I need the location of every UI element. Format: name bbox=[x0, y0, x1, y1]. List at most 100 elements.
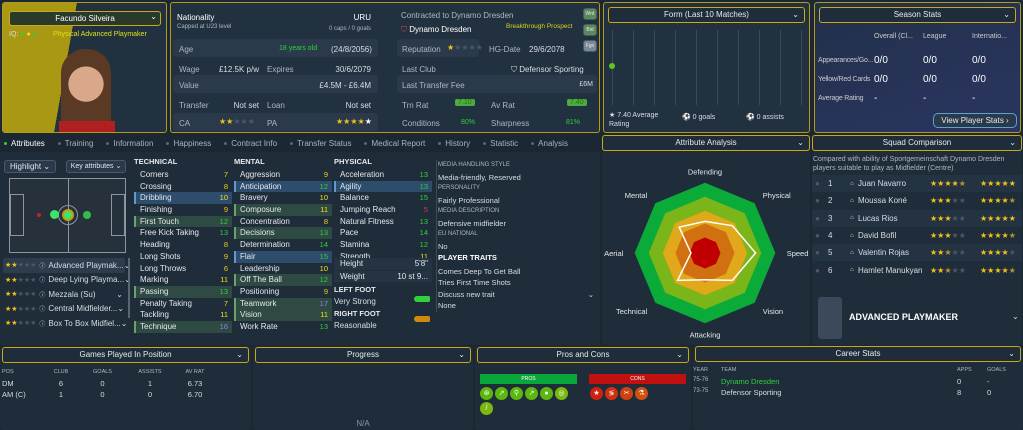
progress-header[interactable]: Progress ⌄ bbox=[255, 347, 471, 363]
tab-contract-info[interactable]: Contract Info bbox=[224, 137, 277, 151]
career-col-header[interactable]: TEAM bbox=[721, 367, 737, 373]
info-icon[interactable]: ⓘ bbox=[39, 307, 46, 314]
tab-history[interactable]: History bbox=[438, 137, 470, 151]
con-icon[interactable]: ✂ bbox=[620, 387, 633, 400]
radio-icon[interactable]: ● bbox=[815, 231, 820, 241]
career-col-header[interactable]: YEAR bbox=[693, 367, 708, 373]
career-row[interactable]: 75-76 Dynamo Dresden 0 - bbox=[693, 377, 1021, 388]
attribute-row[interactable]: Vision 11 bbox=[234, 309, 332, 321]
attribute-row[interactable]: Leadership 10 bbox=[234, 263, 332, 275]
squad-player-row[interactable]: ● 3 ⌂ Lucas Rios ★★★★★ ★★★★★ bbox=[812, 209, 1022, 227]
con-icon[interactable]: ≶ bbox=[605, 387, 618, 400]
pro-icon[interactable]: ⊛ bbox=[480, 387, 493, 400]
games-col-header[interactable]: CLUB bbox=[53, 369, 69, 375]
radio-icon[interactable]: ● bbox=[815, 213, 820, 223]
attribute-row[interactable]: Dribbling 10 bbox=[134, 192, 232, 205]
chevron-down-icon[interactable]: ⌄ bbox=[123, 260, 131, 270]
attribute-row[interactable]: Determination 14 bbox=[234, 239, 332, 251]
attribute-row[interactable]: Passing 13 bbox=[134, 285, 232, 298]
attribute-row[interactable]: Heading 8 bbox=[134, 239, 232, 251]
attribute-row[interactable]: Marking 11 bbox=[134, 274, 232, 286]
games-col-header[interactable]: GOALS bbox=[93, 369, 112, 375]
attribute-row[interactable]: Acceleration 13 bbox=[334, 169, 432, 181]
con-icon[interactable]: ★ bbox=[590, 387, 603, 400]
attribute-row[interactable]: Positioning 9 bbox=[234, 286, 332, 298]
chevron-down-icon[interactable]: ⌄ bbox=[1012, 312, 1019, 321]
tab-information[interactable]: Information bbox=[106, 137, 153, 151]
tab-transfer-status[interactable]: Transfer Status bbox=[290, 137, 351, 151]
form-header[interactable]: Form (Last 10 Matches) ⌄ bbox=[608, 7, 805, 23]
attribute-row[interactable]: Anticipation 12 bbox=[234, 180, 332, 193]
info-icon[interactable]: ⓘ bbox=[39, 292, 46, 299]
attribute-row[interactable]: Free Kick Taking 13 bbox=[134, 227, 232, 239]
role-item[interactable]: ★★★★★ ⓘ Advanced Playmak... ⌄ bbox=[3, 258, 130, 273]
career-row[interactable]: 73-75 Defensor Sporting 8 0 bbox=[693, 388, 1021, 399]
attribute-row[interactable]: Bravery 10 bbox=[234, 192, 332, 204]
attribute-row[interactable]: Long Throws 6 bbox=[134, 263, 232, 275]
foreign-button[interactable]: Fgn bbox=[583, 40, 597, 52]
radio-icon[interactable]: ● bbox=[815, 196, 820, 206]
tab-attributes[interactable]: Attributes bbox=[4, 137, 45, 151]
attribute-row[interactable]: Penalty Taking 7 bbox=[134, 298, 232, 310]
tab-medical-report[interactable]: Medical Report bbox=[364, 137, 425, 151]
attribute-row[interactable]: Teamwork 17 bbox=[234, 297, 332, 310]
radio-icon[interactable]: ● bbox=[815, 265, 820, 275]
squad-player-row[interactable]: ● 2 ⌂ Moussa Koné ★★★★★ ★★★★★ bbox=[812, 192, 1022, 210]
attribute-row[interactable]: Strength 11 bbox=[334, 251, 432, 263]
attribute-row[interactable]: Crossing 8 bbox=[134, 181, 232, 193]
tab-analysis[interactable]: Analysis bbox=[531, 137, 568, 151]
role-item[interactable]: ★★★★★ ⓘ Central Midfielder... ⌄ bbox=[3, 302, 125, 317]
nationality[interactable]: URU bbox=[353, 13, 371, 22]
attribute-row[interactable]: Off The Ball 12 bbox=[234, 274, 332, 286]
attribute-row[interactable]: Long Shots 9 bbox=[134, 251, 232, 263]
career-col-header[interactable]: GOALS bbox=[987, 367, 1006, 373]
squad-player-row[interactable]: ● 5 ⌂ Valentin Rojas ★★★★★ ★★★★★ bbox=[812, 244, 1022, 262]
pro-icon[interactable]: ↗ bbox=[495, 387, 508, 400]
bid-button[interactable]: Bid bbox=[583, 24, 597, 36]
key-attributes-dropdown[interactable]: Key attributes ⌄ bbox=[66, 160, 126, 173]
tab-happiness[interactable]: Happiness bbox=[166, 137, 211, 151]
radio-icon[interactable]: ● bbox=[815, 248, 820, 258]
club[interactable]: ⛉ Dynamo Dresden bbox=[401, 25, 471, 35]
games-col-header[interactable]: POS bbox=[2, 369, 14, 375]
career-header[interactable]: Career Stats ⌄ bbox=[695, 346, 1021, 362]
info-icon[interactable]: ⓘ bbox=[39, 263, 46, 270]
tab-statistic[interactable]: Statistic bbox=[483, 137, 518, 151]
career-col-header[interactable]: APPS bbox=[957, 367, 972, 373]
radio-icon[interactable]: ● bbox=[815, 179, 820, 189]
tab-training[interactable]: Training bbox=[57, 137, 93, 151]
attribute-row[interactable]: Balance 15 bbox=[334, 192, 432, 204]
chevron-down-icon[interactable]: ⌄ bbox=[116, 289, 123, 299]
games-col-header[interactable]: AV RAT bbox=[185, 369, 205, 375]
squad-player-row[interactable]: ● 4 ⌂ David Bofil ★★★★★ ★★★★★ bbox=[812, 226, 1022, 245]
view-player-stats-button[interactable]: View Player Stats › bbox=[933, 113, 1017, 128]
role-list-scrollbar[interactable] bbox=[128, 258, 130, 318]
games-col-header[interactable]: ASSISTS bbox=[138, 369, 162, 375]
player-name-select[interactable]: Facundo Silveira ⌄ bbox=[9, 11, 161, 26]
want-button[interactable]: Wnt bbox=[583, 8, 597, 20]
attribute-row[interactable]: Finishing 9 bbox=[134, 204, 232, 216]
pros-cons-header[interactable]: Pros and Cons ⌄ bbox=[477, 347, 689, 363]
attribute-row[interactable]: Work Rate 13 bbox=[234, 321, 332, 333]
attribute-row[interactable]: Agility 13 bbox=[334, 180, 432, 193]
discuss-trait-dropdown[interactable]: Discuss new trait ⌄ bbox=[438, 289, 598, 301]
attribute-row[interactable]: Tackling 11 bbox=[134, 309, 232, 321]
chevron-down-icon[interactable]: ⌄ bbox=[124, 275, 131, 284]
pro-icon[interactable]: ↗ bbox=[525, 387, 538, 400]
info-icon[interactable]: ⓘ bbox=[39, 278, 46, 285]
attribute-row[interactable]: Decisions 13 bbox=[234, 227, 332, 240]
chevron-down-icon[interactable]: ⌄ bbox=[120, 318, 128, 328]
attribute-row[interactable]: Composure 11 bbox=[234, 204, 332, 216]
attribute-row[interactable]: Corners 7 bbox=[134, 169, 232, 181]
attribute-row[interactable]: Stamina 12 bbox=[334, 239, 432, 251]
attribute-row[interactable]: Aggression 9 bbox=[234, 169, 332, 181]
attribute-row[interactable]: First Touch 12 bbox=[134, 215, 232, 228]
squad-header[interactable]: Squad Comparison ⌄ bbox=[812, 135, 1022, 151]
attribute-row[interactable]: Flair 15 bbox=[234, 250, 332, 263]
attribute-row[interactable]: Technique 16 bbox=[134, 320, 232, 333]
chevron-down-icon[interactable]: ⌄ bbox=[117, 304, 125, 314]
form-point[interactable] bbox=[609, 62, 615, 69]
games-header[interactable]: Games Played In Position ⌄ bbox=[2, 347, 249, 363]
last-club[interactable]: ⛉ Defensor Sporting bbox=[511, 65, 584, 75]
role-item[interactable]: ★★★★★ ⓘ Box To Box Midfiel... ⌄ bbox=[3, 316, 128, 331]
